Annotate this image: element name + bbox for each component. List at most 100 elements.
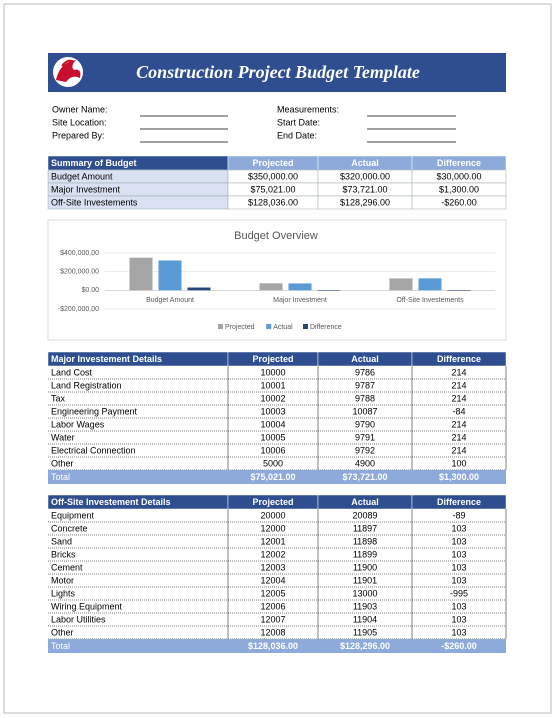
row-label: Motor	[51, 575, 74, 585]
row-label: Lights	[51, 588, 76, 598]
cell-value: 9787	[355, 380, 375, 390]
cell-value: 9786	[355, 367, 375, 377]
cell-value: $1,300.00	[439, 184, 479, 194]
cell-value: 11903	[353, 601, 377, 611]
cell-value: 10005	[260, 432, 285, 442]
bar	[158, 260, 182, 291]
row-label: Bricks	[51, 549, 76, 559]
cell-value: 10001	[260, 380, 285, 390]
cell-value: 12008	[260, 627, 285, 637]
cell-value: Difference	[437, 354, 481, 364]
cell-value: -$260.00	[441, 641, 477, 651]
row-label: Sand	[51, 536, 72, 546]
cell-value: $128,036.00	[248, 641, 298, 651]
row-label: Other	[51, 627, 74, 637]
row-label: Engineering Payment	[51, 406, 138, 416]
cell-value: 12005	[260, 588, 285, 598]
row-label: Land Registration	[51, 380, 122, 390]
cell-value: 9791	[355, 432, 375, 442]
logo	[53, 57, 83, 87]
row-label: Budget Amount	[51, 171, 113, 181]
cell-value: Actual	[351, 354, 379, 364]
cell-value: 103	[451, 523, 466, 533]
x-tick-label: Major Investment	[273, 297, 327, 304]
cell-value: $73,721.00	[342, 472, 387, 482]
cell-value: 9790	[355, 419, 375, 429]
bar	[418, 278, 442, 291]
cell-value: 11897	[353, 523, 377, 533]
cell-value: 103	[451, 627, 466, 637]
cell-value: $1,300.00	[439, 472, 479, 482]
y-tick-label: $400,000.00	[60, 250, 99, 257]
title: Construction Project Budget Template	[136, 62, 420, 82]
legend-swatch	[266, 324, 272, 329]
cell-value: Projected	[252, 497, 293, 507]
field-label: End Date:	[277, 130, 317, 140]
row-label: Tax	[51, 393, 66, 403]
cell-value: -$260.00	[441, 197, 477, 207]
cell-value: 9788	[355, 393, 375, 403]
cell-value: 214	[451, 380, 466, 390]
field-label: Start Date:	[277, 117, 320, 127]
cell-value: 12003	[260, 562, 285, 572]
y-tick-label: -$200,000.00	[58, 306, 99, 313]
bar	[288, 283, 312, 291]
cell-value: 4900	[355, 458, 375, 468]
header-cell	[411, 351, 507, 367]
cell-value: 12000	[260, 523, 285, 533]
y-tick-label: $0.00	[81, 287, 99, 294]
field-label: Measurements:	[277, 104, 339, 114]
bar	[129, 257, 153, 291]
field-label: Site Location:	[52, 117, 107, 127]
cell-value: $128,296.00	[340, 197, 390, 207]
cell-value: $350,000.00	[248, 171, 298, 181]
cell-value: 12004	[260, 575, 285, 585]
cell-value: Difference	[437, 497, 481, 507]
cell-value: 103	[451, 549, 466, 559]
cell-value: 13000	[352, 588, 377, 598]
legend-swatch	[218, 324, 223, 329]
row-label: Water	[51, 432, 75, 442]
cell-value: Actual	[351, 158, 379, 168]
legend-label: Projected	[225, 324, 255, 331]
row-label: Other	[51, 458, 74, 468]
cell-value: 103	[451, 601, 466, 611]
bar	[187, 287, 211, 291]
bar	[259, 283, 283, 291]
cell	[411, 195, 507, 210]
cell-value: 11904	[353, 614, 377, 624]
total-row	[48, 639, 506, 653]
row-label: Labor Utilities	[51, 614, 106, 624]
cell-value: -89	[452, 510, 465, 520]
legend-swatch	[303, 324, 308, 329]
row-label: Equipment	[51, 510, 95, 520]
row-label: Summary of Budget	[51, 158, 137, 168]
x-tick-label: Budget Amount	[146, 297, 194, 304]
row-label: Off-Site Investement Details	[51, 497, 171, 507]
title-banner	[48, 53, 506, 92]
bar	[447, 290, 471, 291]
cell-value: 103	[451, 575, 466, 585]
cell-value: 214	[451, 432, 466, 442]
cell-value: 11898	[353, 536, 377, 546]
cell-value: 11899	[353, 549, 377, 559]
header-cell	[411, 494, 507, 510]
row-label: Cement	[51, 562, 83, 572]
cell-value: 12001	[260, 536, 285, 546]
row-label: Total	[51, 641, 70, 651]
total-row	[48, 470, 506, 484]
row-label: Major Investment	[51, 184, 121, 194]
cell-value: 103	[451, 614, 466, 624]
row-label: Land Cost	[51, 367, 93, 377]
row-label: Total	[51, 472, 70, 482]
cell-value: $128,036.00	[248, 197, 298, 207]
cell-value: 9792	[355, 445, 375, 455]
cell-value: 10004	[260, 419, 285, 429]
cell-value: 214	[451, 393, 466, 403]
cell-value: 10087	[352, 406, 377, 416]
cell-value: 10000	[260, 367, 285, 377]
row-label: Electrical Connection	[51, 445, 136, 455]
cell-value: $30,000.00	[436, 171, 481, 181]
row-label: Wiring Equipment	[51, 601, 123, 611]
